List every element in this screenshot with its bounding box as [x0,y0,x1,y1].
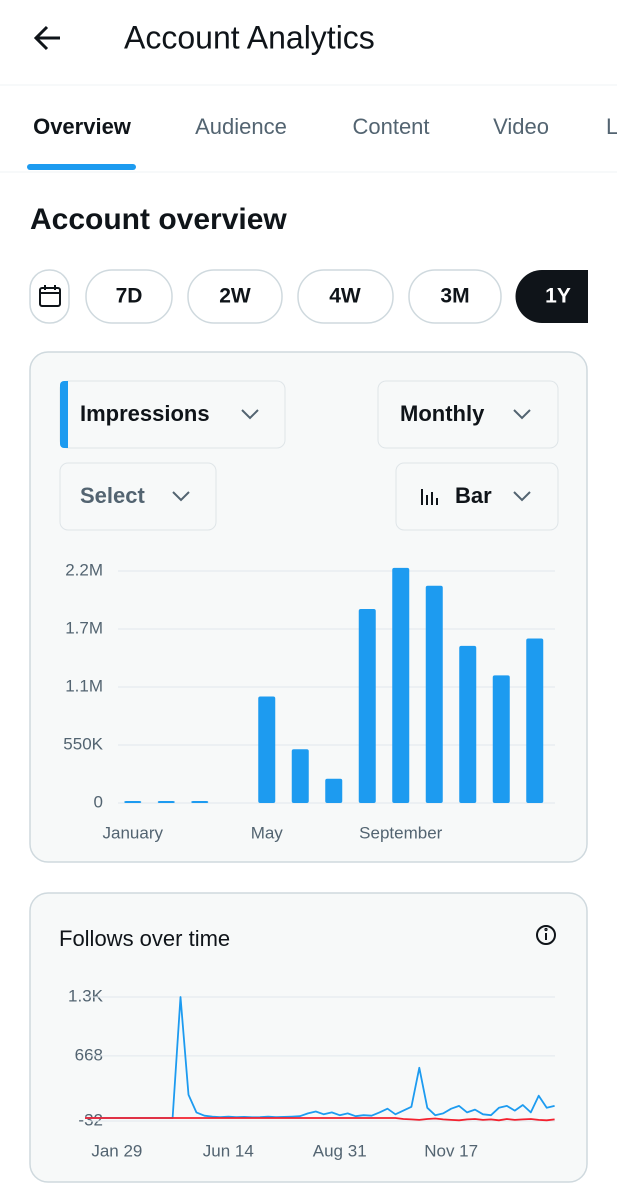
bar [459,645,477,803]
back-arrow[interactable] [33,25,60,51]
chevron [172,491,190,502]
x-tick-label: Nov 17 [424,1141,478,1160]
page-title: Account Analytics [124,19,375,55]
dropdown-label: Impressions [80,401,210,426]
chart-type-dropdown[interactable] [395,462,559,531]
x-tick-label: May [251,823,284,842]
bar [325,778,343,803]
series-line [85,1117,555,1122]
x-tick-label: Jun 14 [203,1141,254,1160]
bar [392,567,410,803]
y-tick-label: 0 [94,792,103,811]
chevron [513,491,531,502]
dropdown-label: Select [80,483,145,508]
range-button[interactable] [85,269,173,324]
y-tick-label: 2.2M [65,560,103,579]
range-label: 3M [440,285,469,308]
range-label: 2W [219,285,251,308]
interval-dropdown[interactable] [377,380,559,449]
bar [291,749,309,803]
range-label: 1Y [545,285,571,308]
range-button[interactable] [187,269,283,324]
tab[interactable]: Video [493,114,549,139]
metric-accent [60,381,68,448]
bar-icon [421,489,438,505]
y-tick-label: -32 [78,1110,103,1129]
tab[interactable]: L [606,114,617,139]
bar [191,801,209,803]
y-tick-label: 1.1M [65,676,103,695]
y-tick-label: 668 [75,1045,103,1064]
range-button-active[interactable] [515,270,588,323]
tab[interactable]: Content [352,114,429,139]
y-tick-label: 1.3K [68,986,104,1005]
chevron [513,409,531,420]
x-tick-label: Aug 31 [313,1141,367,1160]
bar [492,675,510,803]
compare-dropdown[interactable] [59,462,217,531]
x-tick-label: September [359,823,442,842]
tab[interactable]: Overview [33,114,132,139]
tab[interactable]: Audience [195,114,287,139]
bar [157,801,175,803]
bar [425,585,443,803]
chevron [241,409,259,420]
chart-title: Follows over time [59,926,230,951]
tab-indicator [27,164,136,170]
range-button[interactable] [408,269,502,324]
calendar-icon [39,285,61,307]
bar [526,638,544,803]
info-icon[interactable] [536,925,556,945]
x-tick-label: January [103,823,164,842]
dropdown-label: Monthly [400,401,485,426]
calendar-button[interactable] [29,269,70,324]
dropdown-label: Bar [455,483,492,508]
range-label: 7D [116,285,143,308]
bar [258,696,276,803]
y-tick-label: 550K [63,734,103,753]
bar [358,608,376,803]
x-tick-label: Jan 29 [91,1141,142,1160]
range-label: 4W [329,285,361,308]
y-tick-label: 1.7M [65,618,103,637]
section-title: Account overview [30,203,287,236]
bar [124,801,142,803]
range-button[interactable] [297,269,394,324]
